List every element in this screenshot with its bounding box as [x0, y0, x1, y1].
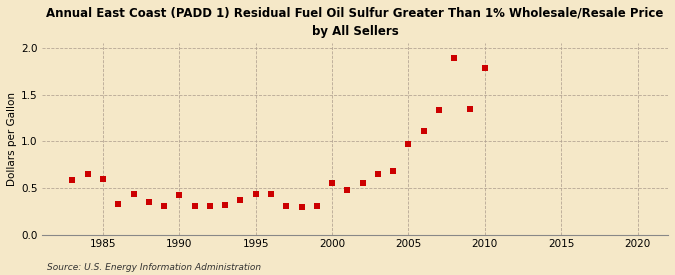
Point: [235, 198, 246, 202]
Title: Annual East Coast (PADD 1) Residual Fuel Oil Sulfur Greater Than 1% Wholesale/Re: Annual East Coast (PADD 1) Residual Fuel…: [47, 7, 664, 38]
Point: [464, 106, 475, 111]
Point: [250, 191, 261, 196]
Point: [449, 56, 460, 60]
Point: [281, 204, 292, 208]
Point: [67, 177, 78, 182]
Point: [159, 204, 169, 208]
Point: [143, 200, 154, 204]
Point: [311, 204, 322, 208]
Point: [265, 192, 276, 197]
Point: [205, 204, 215, 208]
Point: [220, 203, 231, 207]
Point: [357, 181, 368, 186]
Y-axis label: Dollars per Gallon: Dollars per Gallon: [7, 92, 17, 186]
Text: Source: U.S. Energy Information Administration: Source: U.S. Energy Information Administ…: [47, 263, 261, 272]
Point: [327, 181, 338, 186]
Point: [373, 172, 383, 176]
Point: [403, 142, 414, 146]
Point: [174, 193, 185, 198]
Point: [128, 192, 139, 197]
Point: [113, 202, 124, 206]
Point: [82, 172, 93, 176]
Point: [433, 107, 444, 112]
Point: [98, 177, 109, 181]
Point: [296, 204, 307, 209]
Point: [479, 65, 490, 70]
Point: [189, 204, 200, 208]
Point: [387, 169, 398, 173]
Point: [418, 129, 429, 133]
Point: [342, 188, 353, 192]
